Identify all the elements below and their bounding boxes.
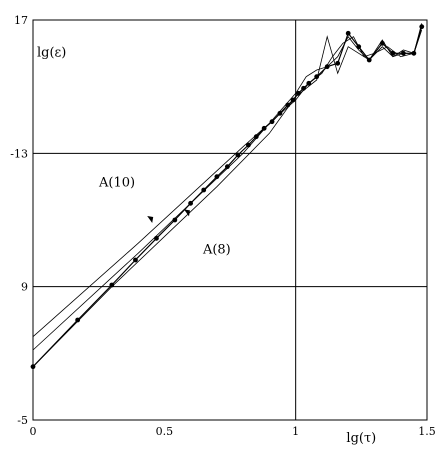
- y-tick-label-2: -13: [10, 147, 28, 160]
- annotation-label-1: A(8): [202, 242, 231, 257]
- data-point: [314, 74, 320, 80]
- series-line-2: [32, 29, 423, 351]
- arrow-marker-0: [147, 216, 154, 223]
- data-point: [214, 174, 220, 180]
- y-tick-label-1: 9: [21, 281, 28, 294]
- data-point: [301, 85, 306, 91]
- plot-frame: [32, 19, 428, 421]
- data-point: [356, 44, 362, 50]
- data-point: [172, 217, 178, 223]
- y-axis-label: lg(ε): [37, 46, 66, 61]
- data-point: [224, 164, 230, 170]
- data-point: [30, 364, 36, 370]
- x-tick-label-1: 0.5: [156, 425, 174, 438]
- data-point: [154, 235, 159, 241]
- data-point: [324, 64, 330, 70]
- data-point: [419, 24, 425, 30]
- data-point: [379, 40, 385, 46]
- data-point: [201, 187, 207, 193]
- y-tick-label-3: 17: [14, 14, 28, 27]
- data-point: [269, 119, 275, 125]
- annotation-label-0: A(10): [98, 176, 135, 191]
- x-tick-label-3: 1.5: [418, 425, 436, 438]
- series-lines: [32, 23, 423, 368]
- y-tick-label-0: -5: [17, 414, 28, 427]
- data-point: [400, 50, 406, 56]
- data-point: [245, 142, 251, 148]
- series-line-3: [32, 23, 423, 337]
- data-point: [345, 30, 351, 36]
- series-markers: [30, 24, 425, 370]
- x-axis-label: lg(τ): [346, 431, 376, 446]
- data-point: [295, 90, 301, 96]
- data-point: [411, 50, 417, 56]
- data-point: [188, 200, 194, 206]
- annotations: A(10) A(8): [98, 176, 231, 258]
- arrow-marker-1: [183, 209, 190, 217]
- data-point: [306, 80, 312, 86]
- data-point: [366, 57, 372, 63]
- series-line-1: [32, 26, 423, 367]
- data-point: [277, 110, 283, 116]
- data-point: [390, 50, 396, 56]
- tick-labels: 0 0.5 1 1.5 -5 9 -13 17: [10, 14, 435, 438]
- data-point: [261, 125, 267, 131]
- data-point: [285, 102, 291, 108]
- grid-lines: [33, 20, 427, 420]
- data-point: [75, 317, 81, 323]
- data-point: [133, 257, 138, 263]
- data-point: [235, 152, 241, 158]
- series-line-0: [32, 26, 423, 368]
- data-point: [335, 60, 341, 66]
- data-point: [290, 97, 296, 103]
- data-point: [253, 134, 259, 140]
- data-point: [109, 282, 115, 288]
- x-tick-label-2: 1: [292, 425, 299, 438]
- x-tick-label-0: 0: [30, 425, 37, 438]
